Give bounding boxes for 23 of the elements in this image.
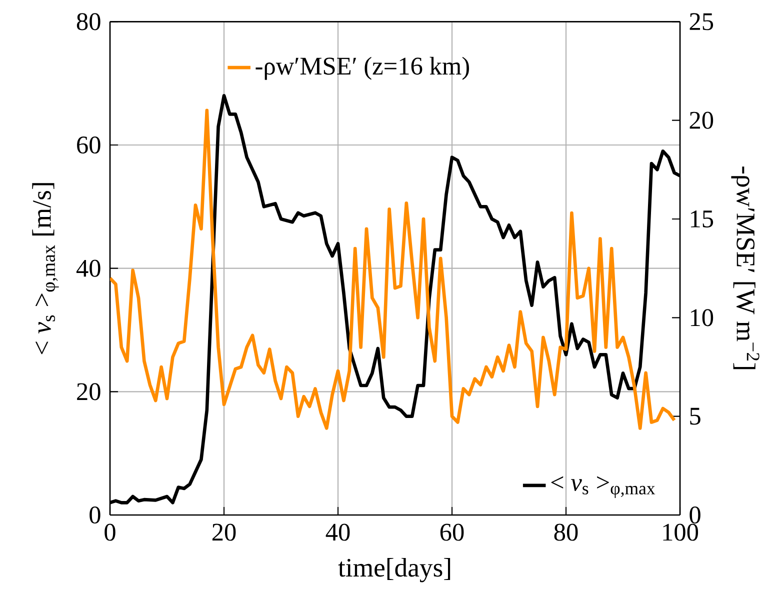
line-series (110, 108, 676, 430)
legend-label: < v$_{s}$ >$_{φ,max}$ (551, 476, 656, 498)
x-tick-label: 0 (104, 524, 116, 541)
y2-tick-label: 15 (690, 210, 714, 228)
y-tick-label: 40 (76, 260, 100, 277)
y2-tick-label: 25 (690, 13, 714, 30)
x-axis-title: time[days] (338, 558, 450, 582)
y-tick-label: 0 (90, 506, 100, 524)
x-tick-label: 60 (440, 524, 464, 541)
y2-tick-label: 20 (690, 112, 714, 129)
y-axis-title: < v$_{s}$ >$_{φ,max}$ [m/s] (32, 183, 59, 354)
y2-tick-label: 0 (690, 506, 700, 524)
x-tick-label: 20 (212, 524, 236, 541)
y2-tick-label: 5 (690, 408, 700, 425)
x-tick-label: 100 (663, 524, 698, 541)
x-tick-label: 80 (554, 524, 578, 541)
y-tick-label: 80 (76, 13, 100, 30)
y2-axis-title: -ρw′MSE′ [W m$^{−2}$] (731, 166, 760, 370)
x-tick-label: 40 (326, 524, 350, 541)
y2-tick-label: 10 (690, 309, 714, 326)
y-tick-label: 20 (77, 383, 100, 400)
y-tick-label: 60 (77, 136, 100, 154)
legend-label: -ρw′MSE′ (z=16 km) (256, 56, 469, 80)
